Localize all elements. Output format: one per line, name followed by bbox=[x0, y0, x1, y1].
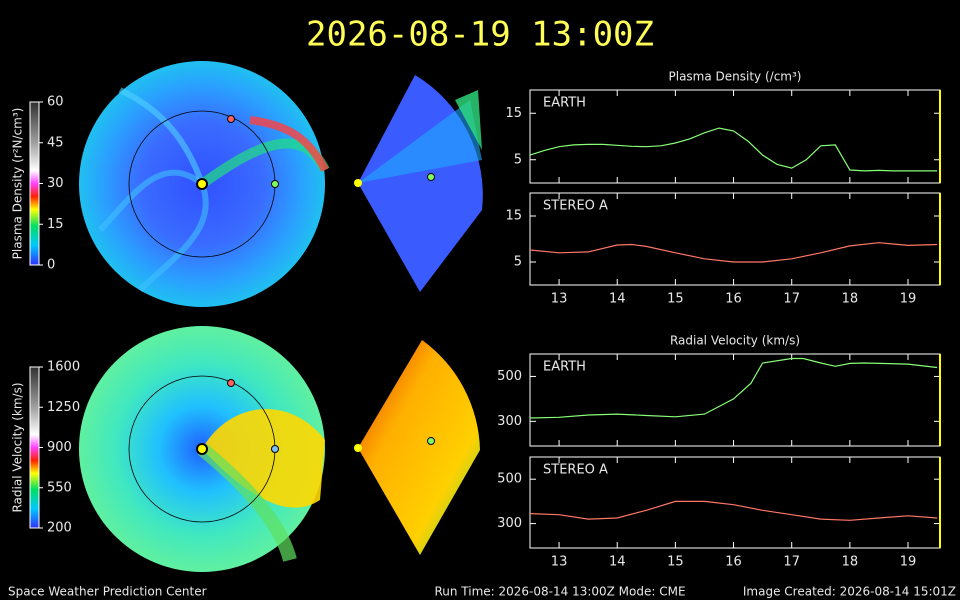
x-tick-label: 14 bbox=[609, 292, 626, 307]
series-line bbox=[529, 242, 938, 263]
x-tick-label: 16 bbox=[725, 555, 742, 570]
colorbar-label: Radial Velocity (km/s) bbox=[11, 382, 25, 512]
colorbar-tick-label: 1600 bbox=[47, 360, 80, 375]
colorbar bbox=[29, 366, 40, 529]
y-tick-label: 15 bbox=[505, 209, 522, 224]
series-line bbox=[529, 357, 938, 419]
colorbar-tick-label: 200 bbox=[47, 521, 72, 536]
x-tick-label: 18 bbox=[842, 292, 859, 307]
series-label: EARTH bbox=[543, 360, 586, 375]
y-tick-label: 15 bbox=[505, 106, 522, 121]
y-tick-label: 500 bbox=[497, 472, 522, 487]
colorbar bbox=[29, 101, 40, 266]
colorbar-label: Plasma Density (r²N/cm³) bbox=[11, 108, 25, 260]
y-tick-label: 5 bbox=[514, 255, 522, 270]
y-tick-label: 500 bbox=[497, 369, 522, 384]
x-tick-label: 15 bbox=[667, 292, 684, 307]
x-tick-label: 14 bbox=[609, 555, 626, 570]
footer-center: Run Time: 2026-08-14 13:00Z Mode: CME bbox=[434, 585, 685, 599]
footer-right: Image Created: 2026-08-14 15:01Z bbox=[743, 585, 956, 599]
x-tick-label: 19 bbox=[900, 292, 917, 307]
velocity-view bbox=[79, 326, 480, 572]
colorbar-tick-label: 45 bbox=[47, 135, 64, 150]
chart-title: Radial Velocity (km/s) bbox=[670, 334, 800, 348]
page-title: 2026-08-19 13:00Z bbox=[306, 15, 654, 55]
x-tick-label: 15 bbox=[667, 555, 684, 570]
colorbar-tick-label: 0 bbox=[47, 258, 55, 273]
x-tick-label: 17 bbox=[783, 555, 800, 570]
series-line bbox=[529, 127, 938, 172]
y-tick-label: 300 bbox=[497, 414, 522, 429]
x-tick-label: 16 bbox=[725, 292, 742, 307]
y-tick-label: 300 bbox=[497, 516, 522, 531]
colorbar-tick-label: 30 bbox=[47, 176, 64, 191]
x-tick-label: 13 bbox=[551, 555, 568, 570]
colorbar-tick-label: 900 bbox=[47, 440, 72, 455]
density-view bbox=[79, 61, 483, 307]
x-tick-label: 19 bbox=[900, 555, 917, 570]
series-label: EARTH bbox=[543, 96, 586, 111]
series-label: STEREO A bbox=[543, 463, 608, 478]
x-tick-label: 13 bbox=[551, 292, 568, 307]
x-tick-label: 17 bbox=[783, 292, 800, 307]
footer-left: Space Weather Prediction Center bbox=[8, 585, 207, 599]
plot-frame bbox=[529, 89, 941, 184]
colorbar-tick-label: 60 bbox=[47, 95, 64, 110]
colorbar-tick-label: 15 bbox=[47, 217, 64, 232]
series-label: STEREO A bbox=[543, 199, 608, 214]
colorbar-tick-label: 550 bbox=[47, 480, 72, 495]
x-tick-label: 18 bbox=[842, 555, 859, 570]
plot-frame bbox=[529, 353, 941, 447]
colorbar-tick-label: 1250 bbox=[47, 400, 80, 415]
series-line bbox=[529, 500, 938, 521]
chart-title: Plasma Density (/cm³) bbox=[669, 70, 802, 84]
y-tick-label: 5 bbox=[514, 152, 522, 167]
